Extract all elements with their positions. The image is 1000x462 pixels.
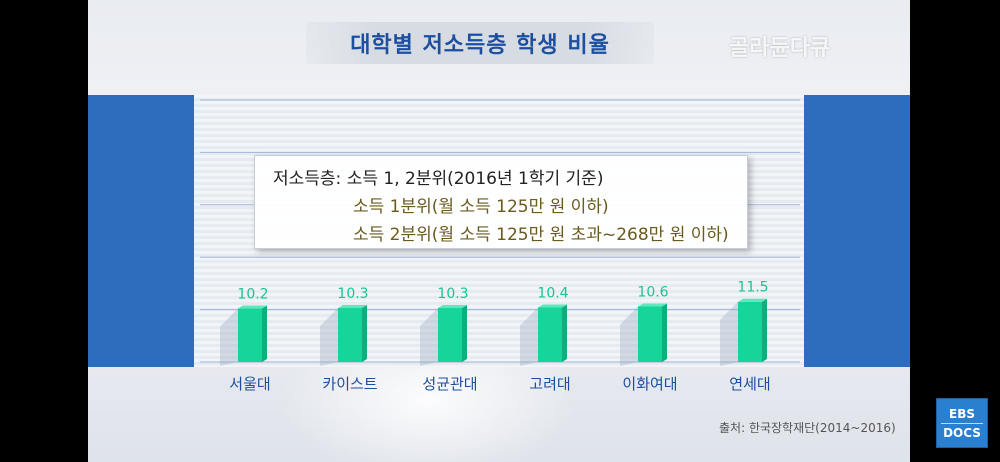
logo-divider xyxy=(941,422,983,424)
video-frame: 대학별 저소득층 학생 비율 골라듄다큐 0% 10% 20% 30% 40% 50% 10… xyxy=(88,0,910,462)
bar xyxy=(538,307,562,362)
data-label: 10.4 xyxy=(537,286,568,302)
bar-top xyxy=(738,298,767,302)
chart-title: 대학별 저소득층 학생 비율 xyxy=(350,33,610,58)
data-label: 10.6 xyxy=(637,284,668,300)
bar xyxy=(438,308,462,362)
bar-shadow xyxy=(320,308,338,366)
bar-top xyxy=(538,304,567,308)
data-label: 10.3 xyxy=(437,286,468,302)
bar-shadow xyxy=(520,307,538,366)
logo-text-bottom: DOCS xyxy=(943,425,981,440)
program-brand: 골라듄다큐 xyxy=(729,36,831,61)
blue-band-left xyxy=(88,95,194,367)
bar xyxy=(238,308,262,362)
bar xyxy=(338,308,362,362)
bar-top xyxy=(238,305,267,309)
source-note: 출처: 한국장학재단(2014~2016) xyxy=(719,421,896,435)
bar-side xyxy=(262,305,267,362)
bar-side xyxy=(662,303,667,362)
y-tick-label: 30% xyxy=(172,201,194,212)
data-label: 11.5 xyxy=(737,280,768,296)
logo-text-top: EBS xyxy=(949,406,975,421)
x-tick-label: 성균관대 xyxy=(422,375,477,393)
data-label: 10.3 xyxy=(337,286,368,302)
bar-top xyxy=(338,305,367,309)
y-tick-label: 10% xyxy=(172,306,194,317)
y-tick-label: 20% xyxy=(172,253,194,264)
y-tick-label: 50% xyxy=(172,96,194,107)
title-plate: 대학별 저소득층 학생 비율 xyxy=(306,22,654,64)
bar-chart: 0% 10% 20% 30% 40% 50% 10.2 서울대 10.3 카이스트 10.3 성균관대… xyxy=(172,96,800,393)
bar-side xyxy=(762,298,767,362)
bar-shadow xyxy=(720,301,738,366)
bar-side xyxy=(362,305,367,362)
bar-top xyxy=(438,305,467,309)
x-tick-label: 카이스트 xyxy=(322,375,377,393)
bar xyxy=(638,306,662,362)
x-tick-label: 서울대 xyxy=(229,375,270,393)
y-tick-label: 40% xyxy=(172,148,194,159)
bar-side xyxy=(462,305,467,362)
data-label: 10.2 xyxy=(237,287,268,303)
x-tick-label: 고려대 xyxy=(529,375,570,393)
blue-band-right xyxy=(804,95,910,367)
definition-box: 저소득층: 소득 1, 2분위(2016년 1학기 기준) 소득 1분위(월 소… xyxy=(254,155,748,249)
bar-top xyxy=(638,303,667,307)
definition-line-2: 소득 1분위(월 소득 125만 원 이하) xyxy=(353,197,609,217)
bar-shadow xyxy=(620,306,638,366)
bar-shadow xyxy=(420,308,438,366)
y-tick-label: 0% xyxy=(178,358,194,369)
bar xyxy=(738,301,762,362)
bar-side xyxy=(562,304,567,362)
definition-line-3: 소득 2분위(월 소득 125만 원 초과~268만 원 이하) xyxy=(353,225,729,245)
ebs-docs-logo: EBS DOCS xyxy=(936,398,988,448)
definition-line-1: 저소득층: 소득 1, 2분위(2016년 1학기 기준) xyxy=(273,169,604,189)
x-tick-label: 이화여대 xyxy=(622,375,677,393)
x-tick-label: 연세대 xyxy=(729,375,770,393)
bar-shadow xyxy=(220,308,238,366)
